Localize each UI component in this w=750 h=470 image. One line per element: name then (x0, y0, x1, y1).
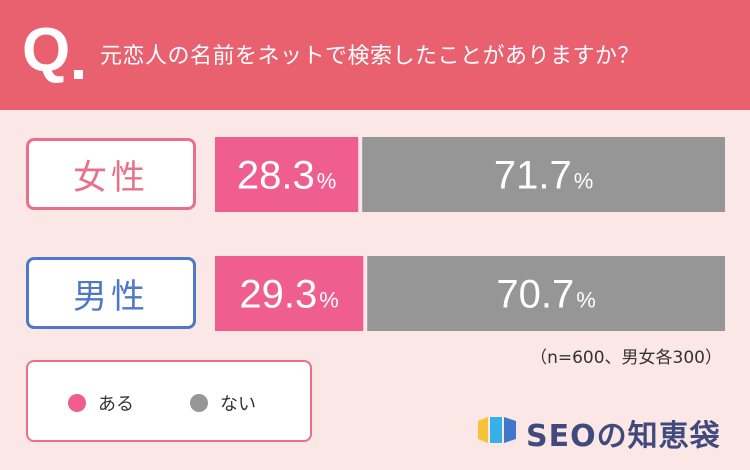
sample-note: （n=600、男女各300） (530, 348, 722, 368)
bar-female-no (362, 137, 725, 212)
bar-label-female-no: 71.7% (494, 154, 593, 198)
legend-swatch-yes (68, 394, 86, 412)
question-header: Q 元恋人の名前をネットで検索したことがありますか？ (0, 0, 750, 110)
logo-stripe (490, 417, 502, 443)
male-label: 男性 (26, 257, 196, 329)
female-label: 女性 (26, 138, 196, 210)
bar-label-male-yes: 29.3% (239, 273, 338, 317)
logo-icon (478, 417, 516, 443)
legend: ある ない (26, 360, 312, 442)
legend-item-no: ない (190, 390, 256, 416)
bar-female-yes (215, 137, 359, 212)
q-dot (74, 70, 83, 79)
legend-label-yes: ある (98, 394, 134, 415)
logo: SEOの知恵袋 (476, 407, 726, 454)
logo-text: SEOの知恵袋 (526, 419, 721, 454)
logo-stripe (504, 417, 516, 443)
bar-male-yes (215, 256, 364, 331)
q-mark: Q (22, 16, 71, 85)
bar-male-no (367, 256, 725, 331)
logo-stripe (478, 417, 488, 443)
legend-swatch-no (190, 394, 208, 412)
legend-item-yes: ある (68, 390, 134, 416)
bar-label-female-yes: 28.3% (237, 154, 336, 198)
question-text: 元恋人の名前をネットで検索したことがありますか？ (100, 44, 641, 69)
bar-label-male-no: 70.7% (496, 273, 595, 317)
legend-label-no: ない (220, 394, 256, 415)
